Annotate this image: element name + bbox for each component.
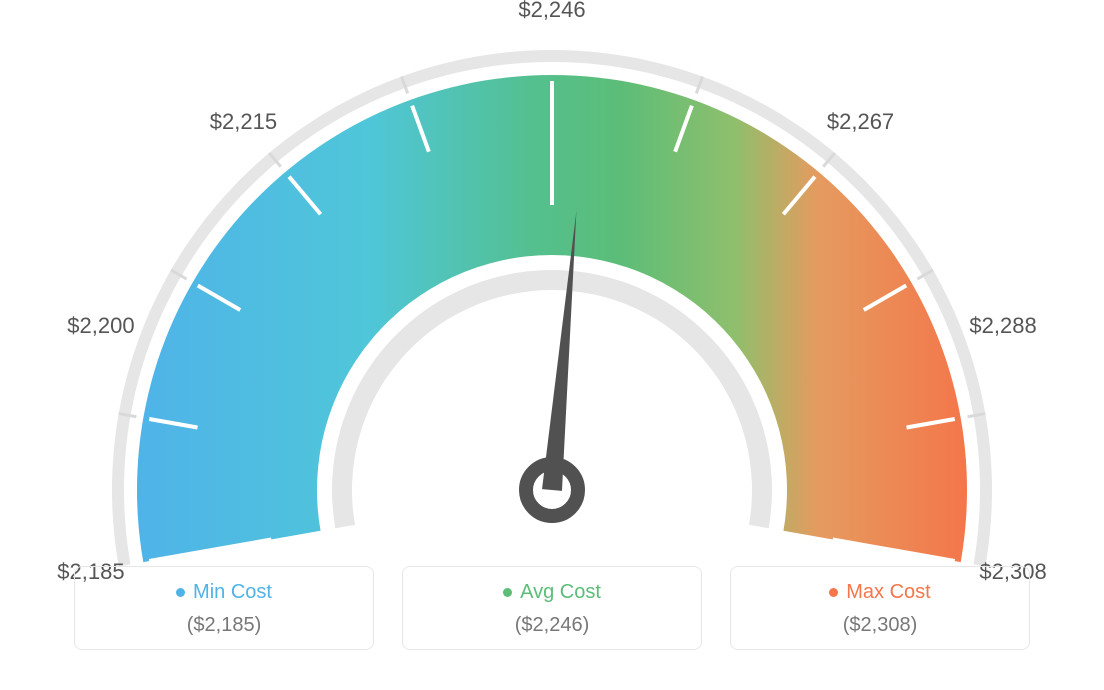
gauge-tick-label: $2,215 xyxy=(210,109,277,135)
legend-row: Min Cost ($2,185) Avg Cost ($2,246) Max … xyxy=(0,566,1104,650)
legend-value-max: ($2,308) xyxy=(741,614,1019,637)
gauge-tick-label: $2,200 xyxy=(67,313,134,339)
legend-card-min: Min Cost ($2,185) xyxy=(74,566,374,650)
legend-dot-min xyxy=(176,588,185,597)
legend-title-avg: Avg Cost xyxy=(503,581,601,604)
legend-title-max: Max Cost xyxy=(829,581,930,604)
legend-value-avg: ($2,246) xyxy=(413,614,691,637)
legend-dot-avg xyxy=(503,588,512,597)
cost-gauge-chart: $2,185$2,200$2,215$2,246$2,267$2,288$2,3… xyxy=(0,0,1104,690)
legend-card-max: Max Cost ($2,308) xyxy=(730,566,1030,650)
legend-label-avg: Avg Cost xyxy=(520,581,601,604)
legend-label-max: Max Cost xyxy=(846,581,930,604)
legend-value-min: ($2,185) xyxy=(85,614,363,637)
gauge-tick-label: $2,246 xyxy=(518,0,585,23)
gauge-tick-label: $2,288 xyxy=(969,313,1036,339)
legend-title-min: Min Cost xyxy=(176,581,272,604)
legend-card-avg: Avg Cost ($2,246) xyxy=(402,566,702,650)
legend-dot-max xyxy=(829,588,838,597)
gauge-tick-label: $2,267 xyxy=(827,109,894,135)
legend-label-min: Min Cost xyxy=(193,581,272,604)
